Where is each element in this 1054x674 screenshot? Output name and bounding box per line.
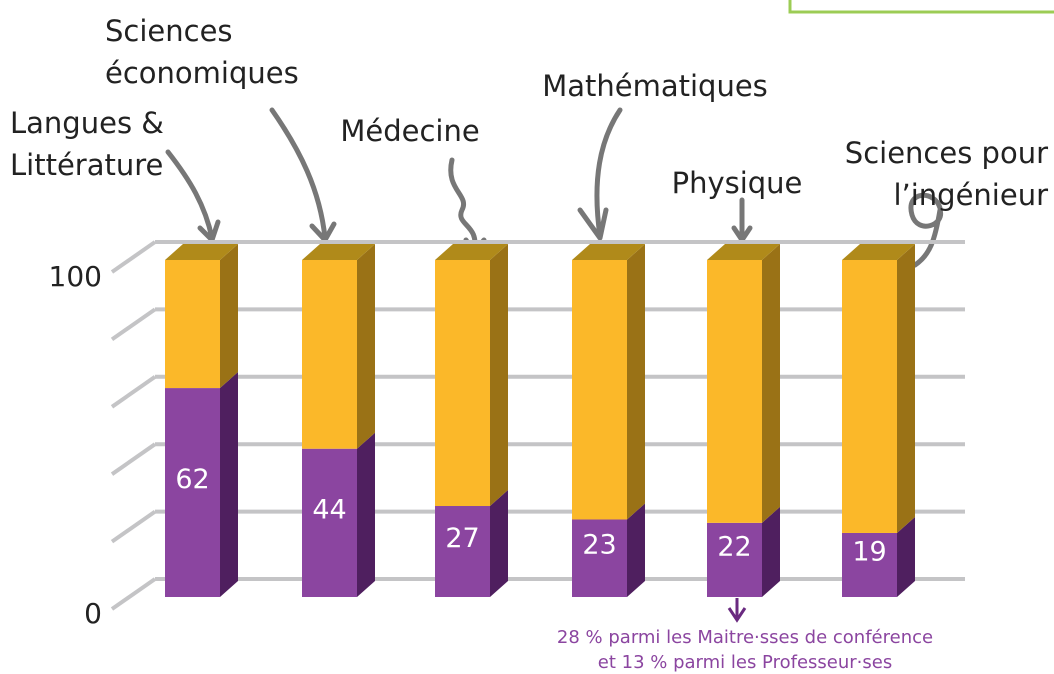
category-label: Physique	[672, 166, 803, 200]
value-label: 22	[717, 531, 751, 562]
grid-line-diagonal	[110, 577, 157, 611]
bar-front	[572, 260, 627, 520]
bar-top	[302, 244, 375, 260]
bar-side	[897, 244, 915, 533]
category-label: Médecine	[340, 114, 479, 148]
bar-top	[435, 244, 508, 260]
category-label: Sciences	[105, 14, 233, 48]
y-tick-label: 0	[84, 597, 102, 630]
bar-side	[357, 432, 375, 597]
bar-side	[627, 244, 645, 520]
bar-top	[165, 244, 238, 260]
bar-side	[490, 490, 508, 597]
bar-top	[842, 244, 915, 260]
value-label: 62	[175, 464, 209, 495]
category-label: Mathématiques	[542, 69, 768, 103]
bar-front	[707, 260, 762, 523]
category-label: économiques	[105, 56, 299, 90]
bar-front	[435, 506, 490, 597]
bar-front	[435, 260, 490, 507]
bar-front	[842, 260, 897, 533]
bar-front	[302, 448, 357, 597]
bar-front	[572, 519, 627, 597]
bar-top	[707, 244, 780, 260]
value-label: 23	[582, 530, 616, 561]
grid-line-diagonal	[110, 307, 157, 342]
frame-box	[788, 0, 1054, 14]
value-label: 19	[852, 536, 886, 567]
bar-front	[165, 388, 220, 597]
annotation: 28 % parmi les Maitre·sses de conférence	[557, 627, 933, 648]
bar-front	[842, 532, 897, 597]
bar-side	[220, 372, 238, 597]
grid-line-diagonal	[110, 375, 157, 409]
bar-top	[572, 244, 645, 260]
y-tick-label: 100	[49, 260, 102, 293]
bar-side	[490, 244, 508, 507]
bar-side	[762, 506, 780, 597]
annotation-arrow	[727, 598, 747, 623]
category-label: Langues &	[10, 106, 164, 140]
category-label: l’ingénieur	[893, 178, 1048, 212]
bar-front	[707, 522, 762, 597]
bar-side	[762, 244, 780, 523]
category-label: Sciences pour	[845, 136, 1048, 170]
arrows	[165, 107, 944, 623]
value-label: 44	[312, 494, 346, 525]
grid-line-diagonal	[110, 509, 157, 544]
value-label: 27	[445, 523, 479, 554]
category-label: Littérature	[10, 148, 163, 182]
bar-front	[165, 260, 220, 389]
bar-front	[302, 260, 357, 449]
grid-line-diagonal	[110, 442, 157, 476]
annotation: et 13 % parmi les Professeur·ses	[598, 652, 892, 673]
grid-line-diagonal	[110, 240, 157, 274]
bar-side	[357, 244, 375, 449]
bar-side	[897, 516, 915, 597]
bar-side	[627, 503, 645, 597]
bar-side	[220, 244, 238, 389]
